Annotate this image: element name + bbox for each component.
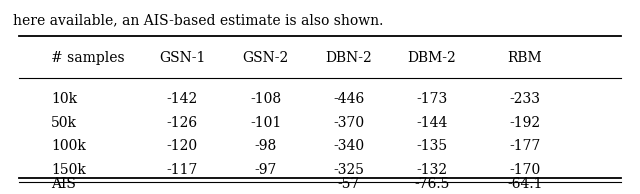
Text: RBM: RBM — [508, 51, 542, 65]
Text: -126: -126 — [167, 116, 198, 130]
Text: DBN-2: DBN-2 — [325, 51, 372, 65]
Text: -117: -117 — [166, 163, 198, 177]
Text: -76.5: -76.5 — [414, 177, 450, 191]
Text: DBM-2: DBM-2 — [408, 51, 456, 65]
Text: -446: -446 — [333, 92, 364, 106]
Text: -120: -120 — [167, 139, 198, 153]
Text: -370: -370 — [333, 116, 364, 130]
Text: -144: -144 — [416, 116, 448, 130]
Text: here available, an AIS-based estimate is also shown.: here available, an AIS-based estimate is… — [13, 14, 383, 28]
Text: # samples: # samples — [51, 51, 125, 65]
Text: 100k: 100k — [51, 139, 86, 153]
Text: AIS: AIS — [51, 177, 76, 191]
Text: GSN-1: GSN-1 — [159, 51, 205, 65]
Text: 10k: 10k — [51, 92, 77, 106]
Text: -170: -170 — [509, 163, 540, 177]
Text: -135: -135 — [417, 139, 447, 153]
Text: -98: -98 — [255, 139, 276, 153]
Text: -142: -142 — [167, 92, 198, 106]
Text: -192: -192 — [509, 116, 540, 130]
Text: -57: -57 — [338, 177, 360, 191]
Text: -325: -325 — [333, 163, 364, 177]
Text: -97: -97 — [255, 163, 276, 177]
Text: 50k: 50k — [51, 116, 77, 130]
Text: -177: -177 — [509, 139, 541, 153]
Text: -132: -132 — [417, 163, 447, 177]
Text: -101: -101 — [250, 116, 281, 130]
Text: GSN-2: GSN-2 — [243, 51, 289, 65]
Text: -340: -340 — [333, 139, 364, 153]
Text: -108: -108 — [250, 92, 281, 106]
Text: -64.1: -64.1 — [507, 177, 543, 191]
Text: 150k: 150k — [51, 163, 86, 177]
Text: -233: -233 — [509, 92, 540, 106]
Text: -173: -173 — [417, 92, 447, 106]
